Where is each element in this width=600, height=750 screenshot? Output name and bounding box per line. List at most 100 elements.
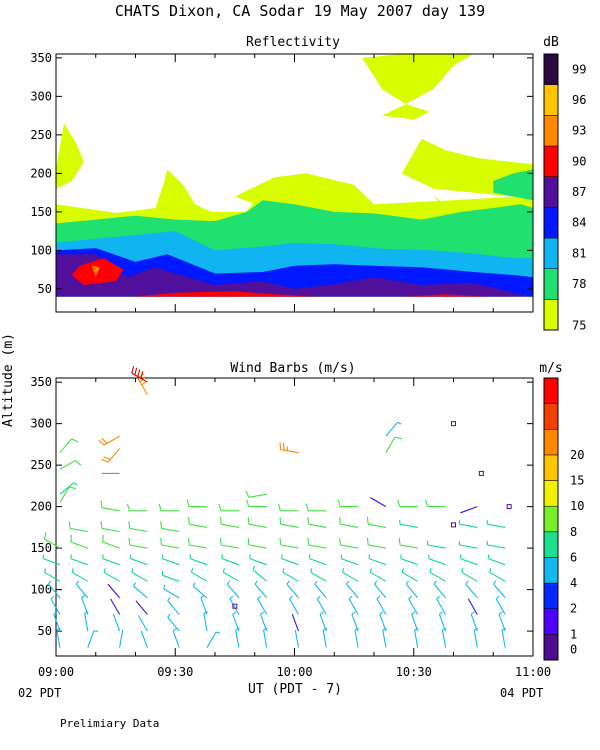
wind-barb <box>340 554 359 566</box>
wind-barb <box>59 459 82 470</box>
colorbar-frame <box>543 53 559 331</box>
wind-barb <box>71 568 89 582</box>
wind-barb <box>366 516 386 528</box>
wind-barb <box>119 629 124 648</box>
wind-barb <box>129 554 148 566</box>
wind-barb <box>370 497 387 508</box>
wind-colorbar-unit: m/s <box>539 361 562 376</box>
wind-barb <box>128 537 148 549</box>
wind-barb <box>279 442 299 454</box>
wind-barb <box>47 580 61 599</box>
wind-barb <box>277 503 299 512</box>
wind-barb <box>247 537 267 549</box>
wind-title: Wind Barbs (m/s) <box>230 361 355 376</box>
colorbar-swatch <box>543 608 559 635</box>
wind-barb <box>53 611 61 632</box>
wind-barb <box>112 614 121 632</box>
wind-barb <box>190 568 208 582</box>
wind-barb <box>59 482 78 495</box>
wind-barb <box>498 611 506 632</box>
wind-barb <box>229 595 240 615</box>
wind-barb <box>348 595 359 615</box>
wind-barb <box>100 500 120 512</box>
contour-78db-region-8 <box>493 169 533 201</box>
colorbar-swatch <box>543 403 559 430</box>
colorbar-label: 0 <box>570 643 577 657</box>
colorbar-label: 96 <box>572 93 586 107</box>
wind-barb <box>458 520 478 528</box>
colorbar-label: 8 <box>570 525 577 539</box>
reflectivity-colorbar: 75 78 81 84 87 90 93 96 99 <box>543 53 586 332</box>
reflectivity-axes: 50 100 150 200 250 300 350 <box>30 51 534 312</box>
wind-barb <box>291 614 300 632</box>
wind-barb <box>308 554 327 566</box>
x-axis-label: UT (PDT - 7) <box>248 682 342 697</box>
wind-barb <box>249 554 267 566</box>
wind-barb <box>87 630 99 648</box>
wind-barb <box>70 554 88 566</box>
wind-barb <box>337 499 359 508</box>
wind-barb <box>366 537 386 549</box>
wind-barb <box>314 580 327 599</box>
wind-barb <box>189 554 208 566</box>
wind-barb <box>397 499 418 508</box>
wind-barb <box>219 537 239 549</box>
x-tick-label: 10:30 <box>396 665 432 679</box>
wind-barb <box>282 568 299 582</box>
wind-barb <box>319 611 327 632</box>
calm-marker <box>232 603 238 609</box>
wind-barb <box>254 580 268 599</box>
wind-barb <box>489 568 506 582</box>
wind-barb <box>43 531 61 549</box>
wind-barb <box>487 554 506 566</box>
y-tick-label: 300 <box>30 89 52 103</box>
colorbar-swatch <box>543 429 559 456</box>
wind-barb <box>408 595 419 615</box>
wind-barb <box>245 490 267 498</box>
wind-barb <box>188 537 208 549</box>
wind-barb <box>158 503 180 512</box>
wind-barb <box>458 540 478 549</box>
colorbar-label: 93 <box>572 124 586 138</box>
wind-barb <box>399 520 418 528</box>
colorbar-label: 1 <box>570 627 577 641</box>
wind-barb <box>135 600 148 615</box>
wind-barb <box>339 516 359 528</box>
contour-75db-region-6 <box>381 104 430 120</box>
wind-barb <box>279 516 299 528</box>
wind-barb <box>259 611 268 632</box>
wind-barb <box>286 580 299 599</box>
wind-barb <box>346 580 359 599</box>
colorbar-swatch <box>543 207 559 239</box>
wind-barb <box>221 554 240 566</box>
y-tick-label: 50 <box>38 624 52 638</box>
wind-barb <box>102 554 120 566</box>
wind-barb <box>126 503 148 512</box>
wind-barb <box>186 499 207 508</box>
x-tick-label: 10:00 <box>276 665 312 679</box>
wind-barb <box>429 568 446 582</box>
colorbar-swatch <box>543 237 559 269</box>
colorbar-label: 2 <box>570 602 577 616</box>
wind-barb <box>400 554 418 566</box>
wind-colorbar: 0 1 2 4 6 8 10 15 20 <box>543 377 584 661</box>
wind-barb <box>368 554 387 566</box>
wind-barb <box>436 595 447 615</box>
y-tick-label: 350 <box>30 375 52 389</box>
reflectivity-plot-area: 50 100 150 200 250 300 350 <box>30 51 534 313</box>
wind-barb <box>131 568 148 582</box>
wind-barb <box>428 554 446 566</box>
wind-barb <box>161 554 180 566</box>
reflectivity-title: Reflectivity <box>246 35 340 50</box>
contour-75db-region-1 <box>56 123 84 189</box>
wind-barb <box>279 537 299 549</box>
colorbar-swatch <box>543 176 559 208</box>
wind-barb <box>376 595 387 615</box>
colorbar-swatch <box>543 531 559 558</box>
colorbar-label: 87 <box>572 185 586 199</box>
wind-barb <box>98 435 120 446</box>
wind-barb <box>493 580 506 599</box>
contour-90db-region-14 <box>405 294 486 297</box>
wind-barb <box>75 580 89 599</box>
wind-barb <box>252 565 268 582</box>
